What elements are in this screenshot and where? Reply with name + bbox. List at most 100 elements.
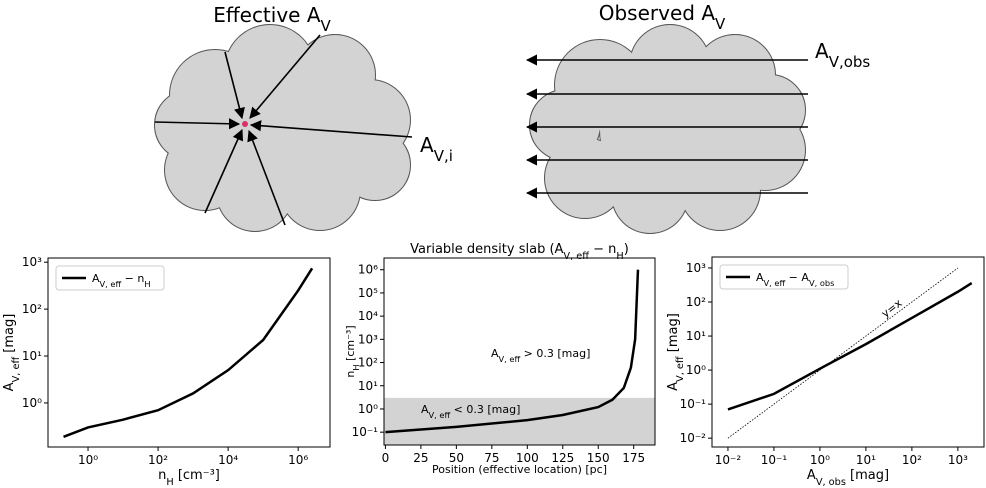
diagram-title: Effective AV [213, 3, 331, 35]
text-part: > 0.3 [mag] [520, 347, 590, 360]
y-tick-label: 10² [686, 295, 706, 309]
plot-frame [383, 257, 656, 446]
text-part: n [158, 468, 166, 483]
text-part: A [756, 271, 764, 284]
text-part: [cm⁻³] [344, 325, 357, 364]
y-tick-label: 10⁴ [358, 309, 378, 323]
x-tick-label: 50 [449, 451, 464, 465]
text-part: A [807, 468, 816, 483]
x-tick-label: 175 [622, 451, 645, 465]
subscript: V, eff [429, 410, 451, 420]
x-tick-label: 75 [484, 451, 499, 465]
x-tick-label: 100 [516, 451, 539, 465]
y-axis-label: AV, eff [mag] [666, 313, 686, 391]
subscript: H [616, 251, 623, 262]
x-tick-label: 125 [551, 451, 574, 465]
x-tick-label: 10⁶ [288, 453, 308, 467]
text-part: < 0.3 [mag] [450, 403, 520, 416]
text-part: n [344, 371, 357, 378]
cloud-right [529, 24, 806, 234]
subscript: H [166, 477, 173, 488]
y-tick-label: 10⁰ [358, 402, 378, 416]
diagram-label: AV,obs [815, 39, 870, 71]
series-line [385, 269, 640, 434]
subscript: V, eff [499, 354, 521, 364]
legend-label: AV, eff − nH [92, 272, 151, 289]
annotation: AV, eff < 0.3 [mag] [421, 403, 520, 420]
text-part: A [92, 272, 100, 285]
x-tick-label: 10⁰ [78, 453, 98, 467]
subscript: H [351, 364, 361, 370]
subscript: V, eff [764, 278, 786, 288]
plot-frame [47, 257, 331, 448]
subscript: V, obs [816, 477, 846, 488]
y-tick-label: 10⁻¹ [352, 425, 379, 439]
text-part: − A [785, 271, 809, 284]
x-tick-label: 10⁻¹ [761, 453, 788, 467]
text-part: Position (effective location) [pc] [432, 463, 607, 476]
legend-box [55, 265, 165, 291]
x-tick-label: 10³ [948, 453, 968, 467]
subscript: V,obs [829, 53, 871, 71]
x-tick-label: 10² [902, 453, 922, 467]
text-part: Variable density slab (A [410, 242, 563, 257]
subscript: V [715, 15, 726, 33]
text-part: A [2, 382, 17, 391]
series-line [727, 282, 973, 411]
y-tick-label: 10¹ [686, 329, 706, 343]
reference-line [727, 267, 959, 439]
text-part: Observed A [599, 1, 716, 25]
y-axis-label: AV, eff [mag] [2, 314, 22, 392]
text-part: A [815, 39, 829, 63]
y-tick-label: 10⁰ [22, 396, 42, 410]
subscript: H [144, 279, 150, 289]
text-part: A [666, 382, 681, 391]
diagram-label: AV,i [420, 133, 453, 165]
y-tick-label: 10¹ [22, 349, 42, 363]
rays-left [154, 34, 413, 226]
y-tick-label: 10⁻¹ [680, 397, 707, 411]
annotation: AV, eff > 0.3 [mag] [491, 347, 590, 364]
text-part: − n [121, 272, 144, 285]
text-part: [mag] [2, 314, 17, 357]
center-point [242, 121, 248, 127]
y-tick-label: 10² [358, 356, 378, 370]
y-tick-label: 10³ [686, 261, 706, 275]
text-part: [mag] [666, 313, 681, 356]
x-tick-label: 10⁴ [218, 453, 238, 467]
diagram-title: Observed AV [599, 1, 726, 33]
text-part: − n [589, 242, 616, 257]
x-tick-label: 0 [382, 451, 390, 465]
text-part: A [491, 347, 499, 360]
series-line [63, 267, 314, 438]
text-part: [cm⁻³] [174, 468, 220, 483]
text-part: A [420, 133, 434, 157]
legend-label: AV, eff − AV, obs [756, 271, 834, 288]
x-tick-label: 10⁰ [810, 453, 830, 467]
x-tick-label: 150 [587, 451, 610, 465]
subscript: V,i [434, 147, 453, 165]
subscript: V, eff [100, 279, 122, 289]
chart-title: Variable density slab (AV, eff − nH) [410, 242, 629, 262]
x-tick-label: 25 [413, 451, 428, 465]
subscript: V, eff [11, 357, 22, 383]
x-axis-label: AV, obs [mag] [807, 468, 889, 488]
y-tick-label: 10² [22, 302, 42, 316]
text-part: Effective A [213, 3, 321, 27]
rays-right [525, 54, 808, 199]
y-tick-label: 10⁶ [358, 263, 378, 277]
y-tick-label: 10¹ [358, 379, 378, 393]
subscript: V, eff [675, 356, 686, 382]
y-tick-label: 10⁵ [358, 286, 378, 300]
plot-frame [711, 256, 985, 448]
legend-box [719, 264, 849, 290]
subscript: V, obs [809, 278, 834, 288]
text-part: ) [624, 242, 629, 257]
x-tick-label: 10¹ [856, 453, 876, 467]
x-axis-label: nH [cm⁻³] [158, 468, 220, 488]
text-part: [mag] [846, 468, 889, 483]
x-axis-label: Position (effective location) [pc] [432, 463, 607, 476]
subscript: V, eff [563, 251, 589, 262]
